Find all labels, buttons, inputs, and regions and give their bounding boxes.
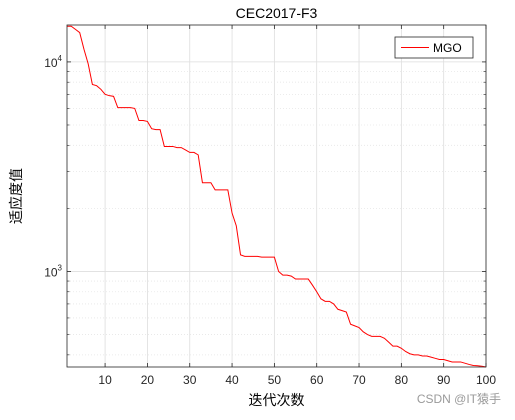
series-line-mgo bbox=[67, 25, 487, 368]
y-tick-label: 104 bbox=[44, 54, 62, 70]
x-tick-label: 60 bbox=[310, 373, 324, 387]
x-tick-label: 90 bbox=[437, 373, 451, 387]
x-tick-label: 20 bbox=[141, 373, 155, 387]
x-tick-label: 70 bbox=[352, 373, 366, 387]
legend-box bbox=[394, 36, 474, 59]
y-tick-label: 103 bbox=[44, 263, 62, 279]
x-tick-label: 50 bbox=[268, 373, 282, 387]
x-tick-label: 40 bbox=[225, 373, 239, 387]
x-tick-label: 100 bbox=[476, 373, 496, 387]
plot-area bbox=[67, 25, 486, 367]
plot-frame bbox=[66, 24, 487, 368]
y-axis-label: 适应度值 bbox=[8, 168, 24, 224]
legend: MGO bbox=[394, 36, 474, 59]
watermark: CSDN @IT猿手 bbox=[416, 392, 501, 406]
legend-label: MGO bbox=[433, 41, 462, 55]
x-axis-label: 迭代次数 bbox=[249, 392, 305, 408]
x-tick-label: 30 bbox=[183, 373, 197, 387]
x-tick-label: 80 bbox=[395, 373, 409, 387]
chart-title: CEC2017-F3 bbox=[236, 5, 318, 21]
x-tick-label: 10 bbox=[98, 373, 112, 387]
